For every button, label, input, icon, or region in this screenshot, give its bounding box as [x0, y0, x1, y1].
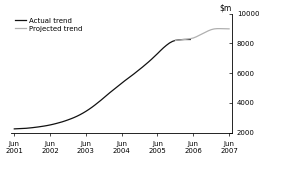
Projected trend — [215, 28, 219, 30]
Actual trend — [63, 120, 67, 122]
Projected trend — [198, 34, 201, 36]
Projected trend — [201, 33, 204, 35]
Actual trend — [183, 38, 186, 40]
Projected trend — [203, 31, 207, 33]
Projected trend — [177, 39, 180, 41]
Actual trend — [42, 125, 46, 127]
Projected trend — [183, 38, 186, 40]
Projected trend — [213, 28, 216, 30]
Actual trend — [188, 38, 192, 40]
Actual trend — [13, 128, 16, 130]
Projected trend — [186, 38, 189, 40]
Projected trend — [218, 28, 222, 30]
Projected trend — [224, 28, 228, 30]
Projected trend — [209, 29, 213, 31]
Actual trend — [72, 117, 76, 119]
Actual trend — [57, 122, 61, 124]
Projected trend — [227, 28, 231, 30]
Text: $m: $m — [220, 3, 232, 12]
Projected trend — [180, 39, 183, 41]
Actual trend — [69, 118, 73, 120]
Projected trend — [195, 36, 198, 38]
Projected trend — [174, 39, 177, 41]
Projected trend — [207, 30, 210, 32]
Projected trend — [221, 28, 225, 30]
Actual trend — [123, 80, 127, 82]
Legend: Actual trend, Projected trend: Actual trend, Projected trend — [15, 17, 83, 32]
Line: Actual trend: Actual trend — [14, 39, 190, 129]
Projected trend — [192, 37, 195, 39]
Line: Projected trend: Projected trend — [175, 29, 229, 40]
Projected trend — [188, 38, 192, 40]
